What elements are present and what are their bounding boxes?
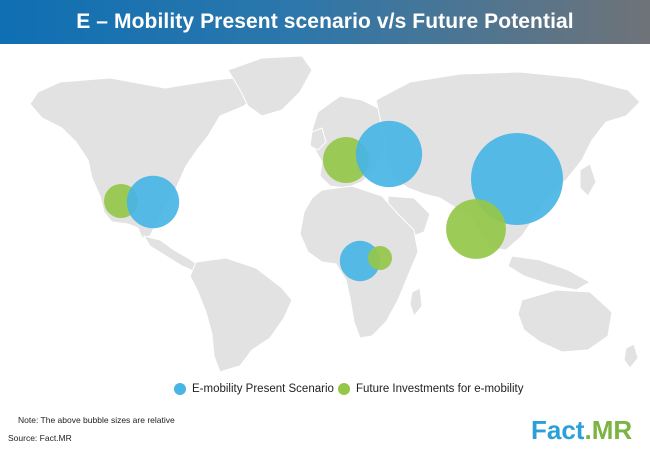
legend: E-mobility Present Scenario Future Inves…	[0, 380, 650, 400]
factmr-logo: Fact.MR	[531, 415, 632, 445]
landmass-greenland	[227, 55, 313, 117]
landmass-southeast-asia	[507, 255, 592, 291]
logo-part-mr: .MR	[584, 415, 633, 445]
world-map	[29, 55, 641, 373]
landmass-new-zealand	[623, 343, 639, 369]
legend-swatch-future	[338, 383, 350, 395]
bubble-europe-present	[355, 120, 423, 188]
landmass-madagascar	[409, 287, 423, 318]
bubble-north-america-present	[126, 175, 180, 229]
source-text: Source: Fact.MR	[8, 433, 72, 443]
legend-swatch-present	[174, 383, 186, 395]
legend-label-present: E-mobility Present Scenario	[192, 383, 334, 395]
page-title: E – Mobility Present scenario v/s Future…	[76, 10, 574, 33]
legend-label-future: Future Investments for e-mobility	[356, 383, 524, 395]
landmass-south-america	[189, 257, 293, 373]
landmass-central-america	[142, 235, 201, 273]
legend-item-present: E-mobility Present Scenario	[174, 383, 334, 395]
landmass-australia	[517, 289, 613, 353]
bubble-africa-present	[339, 240, 381, 282]
bubble-layer	[104, 120, 563, 282]
bubble-china-present	[471, 133, 563, 225]
logo-part-fact: Fact	[531, 415, 585, 445]
legend-item-future: Future Investments for e-mobility	[338, 383, 523, 395]
bubble-africa-future	[368, 246, 392, 270]
title-bar: E – Mobility Present scenario v/s Future…	[0, 0, 650, 44]
note-text: Note: The above bubble sizes are relativ…	[18, 415, 175, 425]
landmass-uk	[309, 127, 327, 151]
landmass-japan	[579, 163, 597, 197]
bubble-india-future	[446, 199, 506, 259]
